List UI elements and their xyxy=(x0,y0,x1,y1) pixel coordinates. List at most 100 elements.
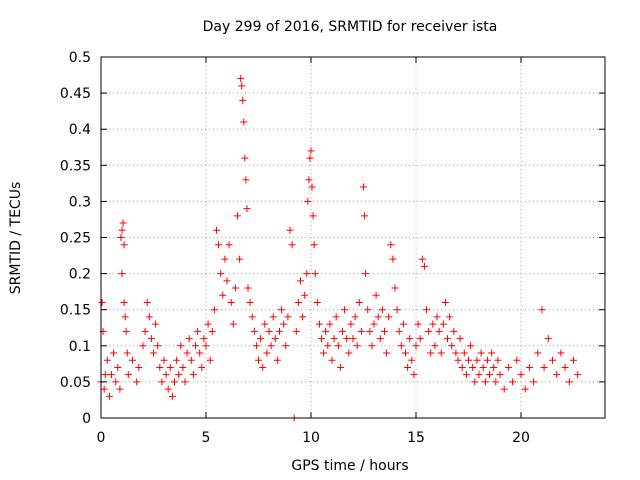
data-point xyxy=(570,356,577,364)
data-point xyxy=(276,327,283,335)
data-point xyxy=(236,255,244,263)
x-tick-label: 15 xyxy=(407,430,425,446)
data-point xyxy=(192,342,199,350)
data-point xyxy=(469,363,477,371)
data-point xyxy=(248,313,256,321)
data-point xyxy=(116,385,124,393)
data-point xyxy=(133,378,141,386)
data-point xyxy=(458,363,466,371)
data-point xyxy=(309,212,317,220)
data-point xyxy=(194,327,202,335)
data-point xyxy=(175,371,183,379)
y-tick-label: 0.25 xyxy=(60,231,91,247)
data-point xyxy=(242,176,250,184)
data-point xyxy=(206,356,214,364)
data-point xyxy=(208,327,216,335)
data-point xyxy=(347,320,355,328)
data-point xyxy=(488,349,496,357)
data-point xyxy=(490,363,498,371)
data-point xyxy=(237,75,245,83)
data-point xyxy=(210,306,218,314)
data-point xyxy=(227,298,235,306)
data-point xyxy=(423,306,430,314)
data-point xyxy=(395,327,403,335)
data-point xyxy=(441,298,449,306)
data-point xyxy=(112,378,120,386)
data-point xyxy=(444,335,451,343)
data-point xyxy=(166,363,174,371)
data-point xyxy=(267,342,275,350)
data-point xyxy=(416,335,424,343)
y-axis-label: SRMTID / TECUs xyxy=(8,182,24,295)
data-point xyxy=(189,371,197,379)
data-point xyxy=(204,320,212,328)
data-point xyxy=(513,356,521,364)
data-point xyxy=(425,327,433,335)
data-point xyxy=(406,335,414,343)
data-point xyxy=(504,363,512,371)
data-point xyxy=(462,371,470,379)
data-point xyxy=(530,378,538,386)
data-point xyxy=(492,378,500,386)
data-point xyxy=(129,356,136,364)
data-point xyxy=(110,349,118,357)
data-point xyxy=(308,183,316,191)
data-point xyxy=(326,320,334,328)
data-point xyxy=(452,349,460,357)
data-point xyxy=(465,356,472,364)
data-point xyxy=(477,349,485,357)
x-tick-label: 10 xyxy=(302,430,320,446)
data-point xyxy=(185,335,193,343)
data-point xyxy=(311,270,319,278)
y-tick-label: 0.15 xyxy=(60,303,91,319)
data-point xyxy=(362,270,370,278)
y-tick-label: 0.3 xyxy=(69,194,91,210)
y-tick-label: 0 xyxy=(82,411,91,427)
data-point xyxy=(124,371,132,379)
data-point xyxy=(118,270,126,278)
data-point xyxy=(168,392,176,400)
data-point xyxy=(305,176,313,184)
data-point xyxy=(361,212,369,220)
data-point xyxy=(217,270,225,278)
data-point xyxy=(147,335,155,343)
data-point xyxy=(473,356,481,364)
data-point xyxy=(393,306,401,314)
data-point xyxy=(196,349,204,357)
data-point xyxy=(456,335,464,343)
data-point xyxy=(517,371,525,379)
data-point xyxy=(376,335,384,343)
data-point xyxy=(399,320,407,328)
data-point xyxy=(301,291,309,299)
data-point xyxy=(486,371,493,379)
data-point xyxy=(328,356,336,364)
data-point xyxy=(383,349,391,357)
data-point xyxy=(313,298,321,306)
data-point xyxy=(292,327,300,335)
data-point xyxy=(117,234,125,241)
data-point xyxy=(158,378,166,386)
data-point xyxy=(437,349,445,357)
data-point xyxy=(135,363,143,371)
data-point xyxy=(243,205,251,213)
data-point xyxy=(105,392,113,400)
data-point xyxy=(154,342,162,350)
x-tick-label: 0 xyxy=(97,430,106,446)
y-tick-label: 0.5 xyxy=(69,50,91,66)
data-point xyxy=(420,262,428,270)
data-point xyxy=(173,356,181,364)
y-tick-label: 0.4 xyxy=(69,122,91,138)
data-point xyxy=(549,356,556,364)
data-point xyxy=(250,327,258,335)
data-point xyxy=(150,349,157,357)
data-point xyxy=(303,270,311,278)
data-point xyxy=(431,342,439,350)
data-point xyxy=(315,320,323,328)
data-point xyxy=(271,335,279,343)
data-point xyxy=(374,313,382,321)
data-point xyxy=(177,342,185,350)
x-tick-label: 20 xyxy=(512,430,530,446)
data-point xyxy=(343,335,351,343)
data-point xyxy=(534,349,542,357)
